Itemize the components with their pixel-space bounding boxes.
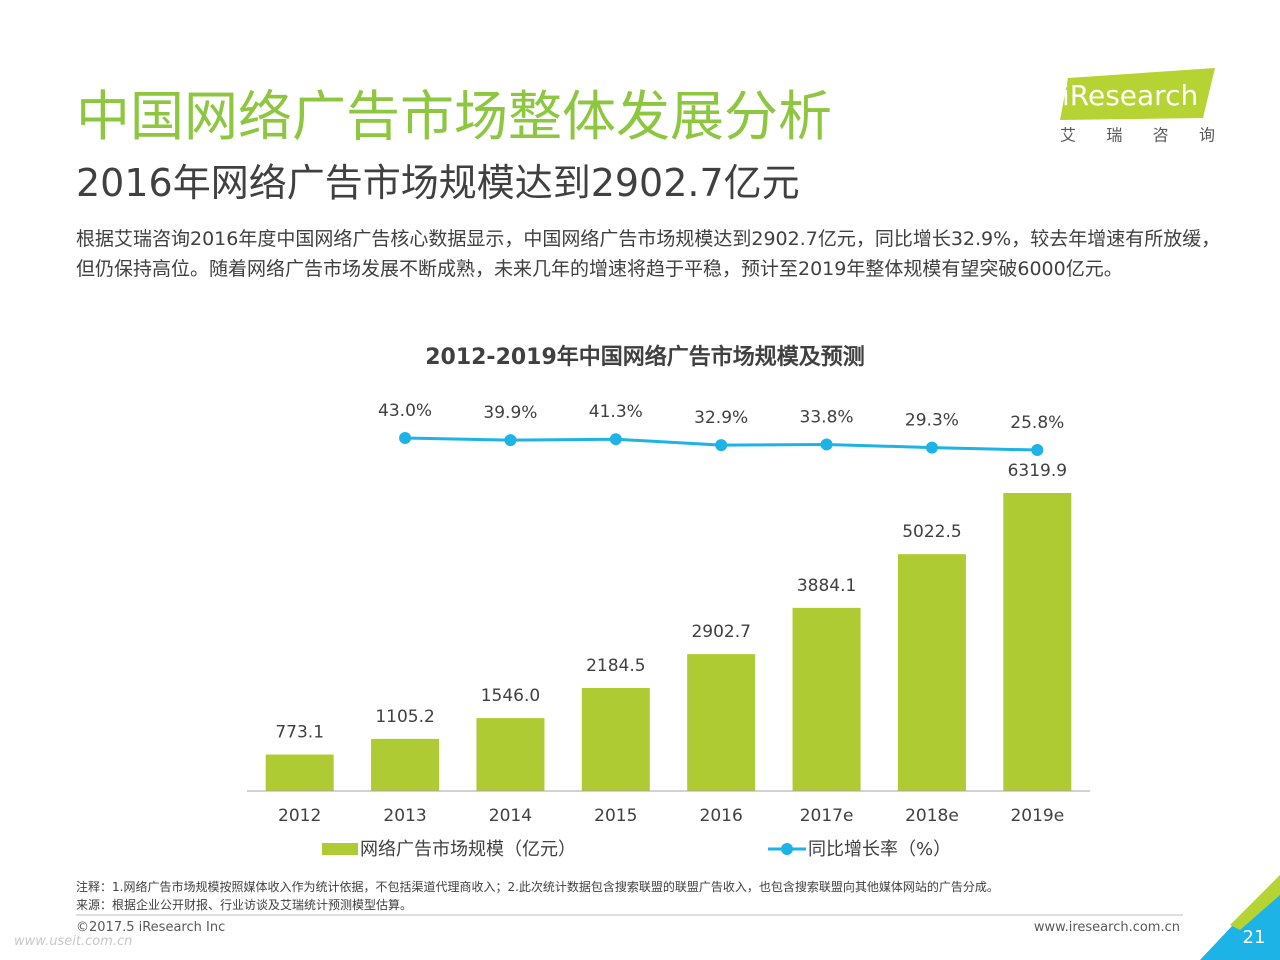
- growth-label: 33.8%: [800, 407, 854, 427]
- bar: [897, 554, 966, 791]
- page-corner-accent: [1230, 875, 1280, 930]
- growth-label: 29.3%: [905, 411, 959, 431]
- website: www.iresearch.com.cn: [1033, 920, 1180, 935]
- growth-point: [399, 432, 412, 444]
- bar-label: 773.1: [275, 723, 324, 743]
- growth-label: 25.8%: [1010, 413, 1064, 433]
- x-tick-label: 2018e: [905, 806, 959, 826]
- bar: [581, 687, 650, 791]
- x-tick-label: 2015: [594, 806, 637, 826]
- growth-label: 39.9%: [483, 403, 537, 423]
- x-tick-label: 2014: [489, 806, 532, 826]
- bar: [265, 754, 334, 791]
- bar-label: 6319.9: [1008, 461, 1067, 481]
- slide-title: 中国网络广告市场整体发展分析: [76, 85, 832, 148]
- growth-line: [405, 436, 1038, 452]
- growth-label: 32.9%: [694, 408, 748, 428]
- slide-subtitle: 2016年网络广告市场规模达到2902.7亿元: [76, 161, 800, 205]
- bar-label: 2184.5: [586, 656, 645, 676]
- legend-dot: [781, 843, 793, 855]
- page-number: 21: [1243, 927, 1266, 948]
- x-tick-label: 2013: [383, 806, 426, 826]
- logo-brand: iResearch: [1062, 79, 1198, 112]
- bar: [1003, 493, 1072, 791]
- logo-tagline: 艾 瑞 咨 询: [1060, 126, 1215, 145]
- bar: [687, 654, 756, 791]
- bar-label: 3884.1: [797, 576, 856, 596]
- note: 注释：1.网络广告市场规模按照媒体收入作为统计依据，不包括渠道代理商收入；2.此…: [76, 880, 999, 894]
- bar-label: 1105.2: [375, 707, 434, 727]
- x-tick-label: 2019e: [1010, 806, 1064, 826]
- x-tick-label: 2017e: [800, 806, 854, 826]
- growth-point: [820, 438, 833, 451]
- legend-label: 网络广告市场规模（亿元）: [360, 839, 576, 860]
- legend-label: 同比增长率（%）: [808, 839, 951, 860]
- growth-label: 41.3%: [589, 402, 643, 422]
- bar-label: 5022.5: [902, 522, 961, 542]
- bar: [371, 738, 440, 791]
- bar-label: 2902.7: [691, 622, 750, 642]
- chart-title: 2012-2019年中国网络广告市场规模及预测: [425, 344, 865, 370]
- growth-point: [925, 441, 938, 454]
- page-corner: [1200, 875, 1280, 960]
- bar: [476, 718, 545, 791]
- x-tick-label: 2016: [700, 806, 743, 826]
- growth-label: 43.0%: [378, 401, 432, 421]
- legend-swatch: [322, 843, 358, 855]
- growth-point: [609, 433, 622, 446]
- logo-shape: [1060, 68, 1215, 120]
- watermark: www.useit.com.cn: [14, 934, 133, 949]
- body-text: 根据艾瑞咨询2016年度中国网络广告核心数据显示，中国网络广告市场规模达到290…: [76, 228, 1221, 280]
- x-tick-label: 2012: [278, 806, 321, 826]
- growth-point: [1031, 444, 1044, 457]
- copyright: ©2017.5 iResearch Inc: [76, 920, 226, 935]
- bar: [792, 607, 861, 791]
- source: 来源：根据企业公开财报、行业访谈及艾瑞统计预测模型估算。: [76, 898, 413, 912]
- growth-point: [504, 434, 517, 447]
- growth-point: [715, 439, 728, 452]
- bar-label: 1546.0: [481, 686, 540, 706]
